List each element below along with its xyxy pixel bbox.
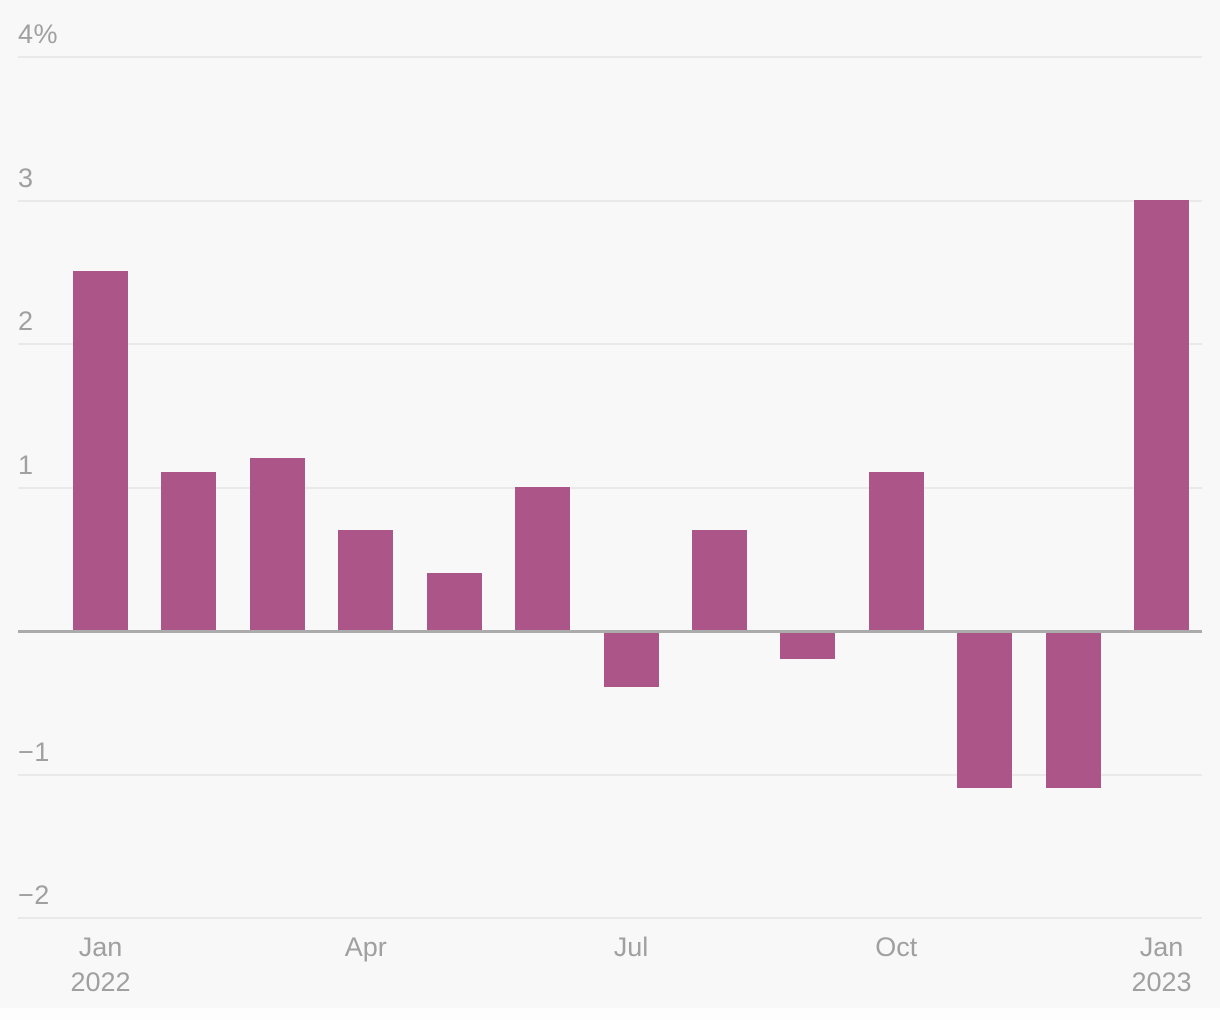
y-axis-label: 1	[18, 449, 34, 480]
y-axis-label: 2	[18, 306, 34, 336]
gridline	[18, 486, 1202, 489]
bar	[73, 271, 128, 630]
y-axis-label: −2	[18, 880, 50, 910]
bar	[691, 529, 747, 630]
bar	[426, 572, 482, 630]
x-axis-label-line: Apr	[344, 932, 387, 962]
zero-baseline	[18, 630, 1202, 633]
x-axis-label: Jan 2023	[1072, 930, 1220, 1000]
bar	[780, 632, 836, 659]
bar	[338, 529, 394, 630]
bar	[1134, 199, 1189, 630]
x-axis-label: Apr	[276, 930, 456, 965]
y-axis-label: 3	[18, 162, 34, 193]
bar	[603, 632, 659, 688]
gridline	[18, 917, 1202, 919]
bottom-strip	[0, 1008, 1220, 1020]
x-axis-label-line: Oct	[875, 932, 918, 962]
x-axis-label: Oct	[806, 930, 986, 965]
x-axis-label-line: 2022	[70, 967, 131, 997]
bar	[249, 457, 305, 630]
y-axis-label: 4%	[18, 19, 59, 49]
bar	[868, 472, 924, 630]
gridline	[18, 56, 1202, 58]
x-axis-label-line: 2023	[1131, 967, 1192, 997]
bar	[515, 486, 571, 630]
gridline	[18, 199, 1202, 202]
x-axis-label-line: Jan	[1139, 932, 1184, 962]
y-axis-label: −1	[18, 736, 50, 767]
gridline	[18, 343, 1202, 345]
bar	[161, 472, 217, 630]
x-axis-label-line: Jan	[78, 932, 123, 962]
x-axis-label-line: Jul	[613, 932, 649, 962]
bar	[957, 632, 1013, 788]
gridline	[18, 773, 1202, 776]
bar	[1045, 632, 1101, 788]
x-axis-label: Jan 2022	[11, 930, 191, 1000]
x-axis-label: Jul	[541, 930, 721, 965]
